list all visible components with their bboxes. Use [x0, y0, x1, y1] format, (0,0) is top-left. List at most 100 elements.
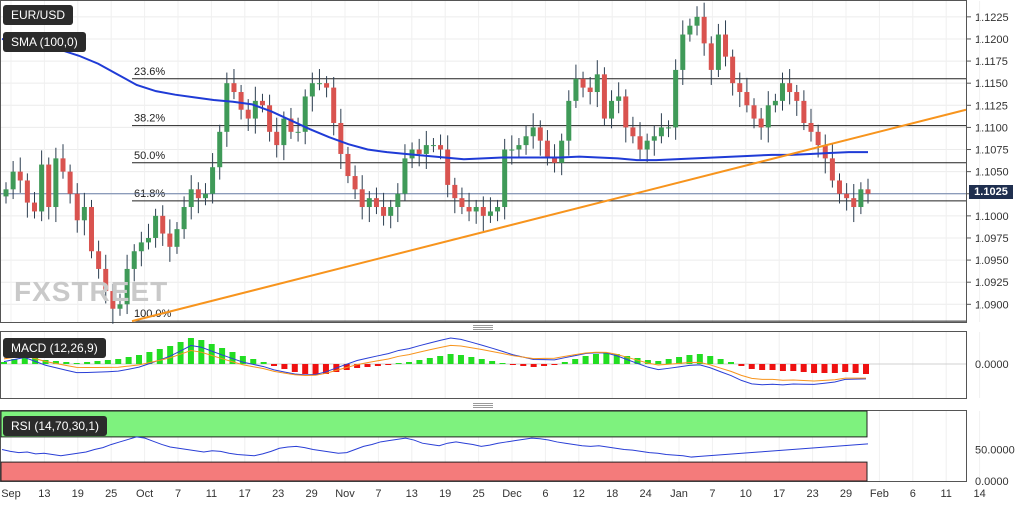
- candle-body: [559, 140, 565, 163]
- x-tick-label: 14: [973, 488, 985, 500]
- x-tick-label: Feb: [870, 488, 889, 500]
- x-tick-label: 23: [806, 488, 818, 500]
- candle-body: [46, 164, 52, 208]
- candle-body: [231, 83, 237, 93]
- candle-body: [438, 145, 444, 150]
- x-tick-label: 29: [305, 488, 317, 500]
- macd-histogram-bar: [73, 363, 80, 364]
- fib-level-label: 38.2%: [134, 113, 165, 125]
- candle-body: [758, 118, 764, 128]
- candle-body: [537, 127, 543, 141]
- candle-body: [138, 242, 144, 252]
- current-price-badge: 1.1025: [969, 185, 1013, 199]
- candle-body: [658, 127, 664, 137]
- macd-histogram-bar: [842, 364, 849, 372]
- macd-histogram-bar: [312, 364, 319, 375]
- candle-body: [167, 233, 173, 247]
- macd-histogram-bar: [665, 359, 672, 364]
- candle-body: [566, 100, 572, 141]
- candle-body: [202, 193, 208, 199]
- candle-body: [252, 100, 258, 119]
- panel-resize-handle-macd[interactable]: [473, 325, 493, 330]
- fib-level-label: 23.6%: [134, 66, 165, 78]
- candle-body: [495, 207, 501, 212]
- sma-indicator-label[interactable]: SMA (100,0): [3, 32, 86, 52]
- symbol-label[interactable]: EUR/USD: [3, 5, 74, 25]
- candle-body: [523, 136, 529, 146]
- macd-histogram-bar: [84, 362, 91, 364]
- macd-histogram-bar: [1, 362, 7, 364]
- macd-histogram-bar: [447, 354, 454, 364]
- candle-body: [801, 100, 807, 123]
- candle-body: [651, 136, 657, 141]
- candle-body: [74, 193, 80, 221]
- candle-body: [772, 100, 778, 106]
- x-tick-label: 6: [910, 488, 916, 500]
- macd-histogram-bar: [489, 361, 496, 364]
- candle-body: [466, 207, 472, 212]
- candle-body: [516, 145, 522, 150]
- macd-histogram-bar: [291, 364, 298, 372]
- candle-body: [580, 78, 586, 88]
- macd-line: [3, 337, 867, 386]
- candle-body: [715, 34, 721, 70]
- rsi-oversold-zone: [0, 461, 868, 482]
- candle-body: [110, 291, 116, 309]
- macd-histogram-bar: [831, 364, 838, 373]
- macd-histogram-bar: [717, 359, 724, 364]
- x-tick-label: 11: [206, 488, 217, 500]
- panel-resize-handle-rsi[interactable]: [473, 403, 493, 408]
- candle-body: [666, 127, 672, 129]
- macd-histogram-bar: [634, 358, 641, 364]
- y-tick-label: 1.1175: [975, 56, 1008, 68]
- macd-histogram-bar: [582, 356, 589, 364]
- candle-body: [53, 158, 59, 208]
- macd-histogram-bar: [551, 364, 558, 365]
- macd-histogram-bar: [748, 364, 755, 369]
- y-tick-label: 1.1075: [975, 145, 1009, 157]
- candle-body: [822, 145, 828, 159]
- candle-body: [288, 118, 294, 132]
- candle-body: [88, 207, 94, 252]
- candle-body: [616, 96, 622, 101]
- x-tick-label: 7: [709, 488, 715, 500]
- x-tick-label: 29: [840, 488, 852, 500]
- candle-body: [416, 149, 422, 154]
- candle-body: [787, 83, 793, 93]
- candle-body: [345, 153, 351, 177]
- candle-body: [694, 16, 700, 26]
- candle-body: [594, 74, 600, 93]
- candle-body: [395, 193, 401, 208]
- candle-body: [858, 189, 864, 208]
- candle-body: [145, 237, 151, 243]
- candle-body: [430, 145, 436, 147]
- candle-body: [381, 207, 387, 216]
- macd-histogram-bar: [613, 354, 620, 364]
- macd-histogram-bar: [416, 360, 423, 364]
- macd-histogram-bar: [520, 364, 527, 366]
- macd-histogram-bar: [63, 362, 70, 364]
- macd-histogram-bar: [509, 364, 516, 365]
- macd-histogram-bar: [800, 364, 807, 372]
- candle-body: [445, 149, 451, 185]
- candle-body: [552, 158, 558, 163]
- macd-indicator-label[interactable]: MACD (12,26,9): [3, 338, 106, 358]
- rsi-indicator-label[interactable]: RSI (14,70,30,1): [3, 416, 108, 436]
- candle-body: [737, 83, 743, 93]
- macd-histogram-bar: [821, 364, 828, 373]
- candle-body: [17, 171, 23, 181]
- candle-body: [331, 87, 337, 123]
- macd-histogram-bar: [250, 359, 257, 364]
- candle-body: [31, 202, 37, 212]
- x-tick-label: Sep: [1, 488, 21, 500]
- y-tick-label: 1.0925: [975, 277, 1009, 289]
- macd-histogram-bar: [790, 364, 797, 371]
- x-tick-label: Oct: [136, 488, 153, 500]
- candle-body: [815, 131, 821, 146]
- candle-body: [24, 180, 30, 203]
- candle-body: [117, 304, 123, 309]
- x-tick-label: 23: [272, 488, 284, 500]
- macd-histogram-bar: [530, 364, 537, 367]
- x-tick-label: 7: [375, 488, 381, 500]
- candle-body: [765, 105, 771, 128]
